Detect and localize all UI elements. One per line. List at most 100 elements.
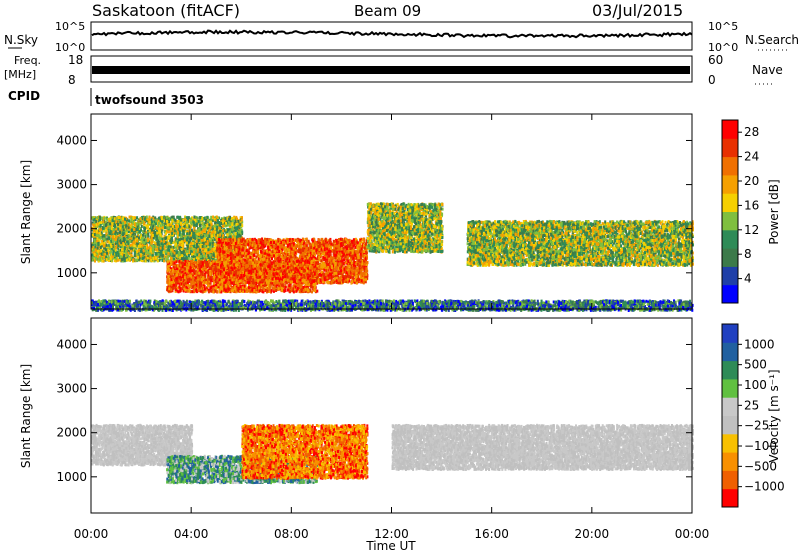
heatmap-cell [165,232,167,235]
heatmap-cell [204,238,206,241]
heatmap-cell [138,249,140,252]
heatmap-cell [232,219,234,222]
heatmap-cell [140,255,142,258]
heatmap-cell [168,235,170,238]
heatmap-cell [172,225,174,228]
heatmap-cell [109,222,111,225]
heatmap-cell [115,246,117,249]
heatmap-cell [190,237,192,240]
heatmap-cell [170,241,172,244]
heatmap-cell [204,228,206,231]
heatmap-cell [99,228,101,231]
heatmap-cell [92,216,94,219]
heatmap-cell [120,255,122,258]
heatmap-cell [214,243,216,246]
heatmap-cell [188,216,190,219]
heatmap-cell [199,249,201,252]
heatmap-cell [106,258,108,261]
heatmap-cell [112,252,114,255]
heatmap-cell [108,236,110,239]
heatmap-cell [186,253,188,256]
heatmap-cell [137,256,139,259]
heatmap-cell [95,224,97,227]
heatmap-cell [101,242,103,245]
heatmap-cell [132,226,134,229]
heatmap-cell [144,229,146,232]
cpid-value: twofsound 3503 [95,93,204,107]
heatmap-cell [121,248,123,251]
power-heatmap [91,202,694,312]
heatmap-cell [171,232,173,235]
heatmap-cell [138,236,140,239]
freq-tick-bottom: 8 [68,73,76,87]
heatmap-cell [178,251,180,254]
heatmap-cell [190,218,192,221]
heatmap-cell [212,230,214,233]
heatmap-cell [223,224,225,227]
heatmap-cell [237,220,239,223]
heatmap-cell [106,252,108,255]
heatmap-cell [167,255,169,258]
heatmap-cell [113,250,115,253]
heatmap-cell [93,224,95,227]
heatmap-cell [188,254,190,257]
heatmap-cell [208,223,210,226]
heatmap-cell [241,219,243,222]
heatmap-cell [159,230,161,233]
heatmap-cell [152,250,154,253]
heatmap-cell [139,223,141,226]
heatmap-cell [167,252,169,255]
heatmap-cell [188,241,190,244]
heatmap-cell [184,257,186,260]
heatmap-cell [121,232,123,235]
heatmap-cell [113,228,115,231]
heatmap-cell [105,233,107,236]
heatmap-cell [171,252,173,255]
heatmap-cell [128,226,130,229]
heatmap-cell [144,218,146,221]
heatmap-cell [162,223,164,226]
station-title: Saskatoon (fitACF) [92,1,240,20]
heatmap-cell [112,219,114,222]
cpid-label: CPID [8,89,40,103]
nave-label: Nave [752,63,783,77]
heatmap-cell [157,243,159,246]
heatmap-cell [183,229,185,232]
heatmap-cell [192,290,194,293]
heatmap-cell [126,238,128,241]
heatmap-cell [234,220,236,223]
heatmap-cell [173,254,175,257]
heatmap-cell [129,216,131,219]
heatmap-cell [212,254,214,257]
heatmap-cell [208,229,210,232]
heatmap-cell [187,250,189,253]
heatmap-cell [112,239,114,242]
heatmap-cell [155,219,157,222]
nsky-tick-top: 10^5 [55,20,85,33]
heatmap-cell [114,238,116,241]
heatmap-cell [204,234,206,237]
heatmap-cell [166,216,168,219]
heatmap-cell [110,258,112,261]
heatmap-cell [127,242,129,245]
heatmap-cell [172,219,174,222]
heatmap-cell [106,237,108,240]
heatmap-cell [183,233,185,236]
heatmap-cell [201,217,203,220]
heatmap-cell [163,240,165,243]
heatmap-cell [120,241,122,244]
heatmap-cell [115,230,117,233]
heatmap-cell [178,247,180,250]
heatmap-cell [197,229,199,232]
heatmap-cell [149,221,151,224]
heatmap-cell [200,245,202,248]
heatmap-cell [110,250,112,253]
heatmap-cell [151,240,153,243]
heatmap-cell [119,234,121,237]
heatmap-cell [129,240,131,243]
heatmap-cell [158,217,160,220]
heatmap-cell [120,221,122,224]
nsearch-tick-top: 10^5 [708,20,738,33]
heatmap-cell [155,222,157,225]
heatmap-cell [158,222,160,225]
